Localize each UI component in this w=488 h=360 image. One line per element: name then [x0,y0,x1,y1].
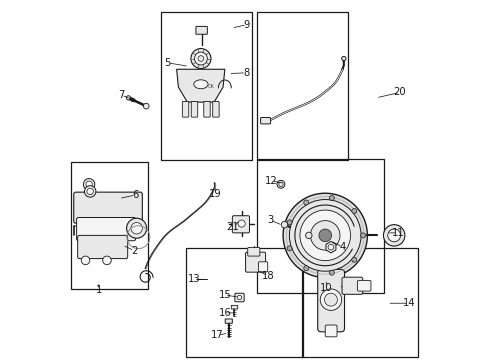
Text: 6: 6 [132,190,139,200]
Circle shape [320,289,341,310]
Circle shape [341,57,345,61]
FancyBboxPatch shape [357,280,370,291]
Circle shape [281,221,287,228]
FancyBboxPatch shape [325,325,336,337]
FancyBboxPatch shape [196,26,207,34]
Text: 9: 9 [244,19,250,30]
Text: 14: 14 [402,298,414,308]
Circle shape [327,244,333,250]
Circle shape [278,182,283,186]
Circle shape [318,229,331,242]
Text: 8: 8 [243,68,249,78]
Circle shape [328,195,334,201]
Bar [257,158,383,293]
FancyBboxPatch shape [247,248,259,256]
FancyBboxPatch shape [191,102,197,117]
Text: 4: 4 [339,242,345,252]
Circle shape [283,193,366,278]
Circle shape [86,181,92,188]
Text: OK: OK [207,84,214,89]
Circle shape [289,199,360,271]
Text: 13: 13 [187,274,200,284]
Circle shape [87,188,93,195]
Circle shape [360,233,365,238]
Ellipse shape [193,80,207,89]
Bar [160,12,251,160]
Circle shape [303,200,308,205]
Text: 19: 19 [208,189,221,199]
Text: 12: 12 [264,176,277,186]
Circle shape [238,220,244,227]
Text: 15: 15 [218,290,231,300]
Circle shape [83,179,95,190]
FancyBboxPatch shape [231,305,237,309]
Bar [301,248,417,357]
Polygon shape [176,69,224,102]
Circle shape [328,270,334,275]
Circle shape [126,218,146,238]
Circle shape [102,256,111,265]
Text: 18: 18 [261,271,273,281]
Text: 11: 11 [391,228,404,238]
Circle shape [84,186,96,197]
FancyBboxPatch shape [74,192,142,223]
FancyBboxPatch shape [317,269,344,332]
Text: 20: 20 [393,87,406,98]
Text: 2: 2 [131,246,138,256]
Circle shape [286,246,291,251]
Circle shape [143,103,149,109]
FancyBboxPatch shape [260,117,270,124]
FancyBboxPatch shape [212,102,219,117]
Circle shape [383,225,404,246]
Text: 1: 1 [95,285,102,295]
Circle shape [194,52,207,65]
FancyBboxPatch shape [77,217,135,241]
FancyBboxPatch shape [78,235,127,258]
Text: 7: 7 [118,90,124,100]
Circle shape [324,293,337,306]
Circle shape [387,229,400,242]
Text: 10: 10 [319,283,331,293]
FancyBboxPatch shape [234,293,244,302]
Circle shape [198,56,203,62]
FancyBboxPatch shape [245,252,265,272]
FancyBboxPatch shape [203,102,210,117]
Text: 5: 5 [164,58,170,68]
Circle shape [126,96,130,100]
FancyBboxPatch shape [225,319,232,323]
Circle shape [286,220,291,225]
Circle shape [351,257,356,262]
Circle shape [131,222,142,234]
Circle shape [237,296,241,300]
FancyBboxPatch shape [258,262,267,272]
Circle shape [81,256,90,265]
Circle shape [190,49,210,68]
Circle shape [310,221,339,250]
FancyBboxPatch shape [341,277,362,294]
Text: 3: 3 [266,215,273,225]
Text: 17: 17 [211,330,224,341]
Bar [71,162,148,289]
FancyBboxPatch shape [182,102,188,117]
Bar [257,12,347,160]
Circle shape [305,232,311,239]
Polygon shape [325,242,335,253]
Bar [185,248,303,357]
Circle shape [303,266,308,271]
Circle shape [276,180,285,188]
FancyBboxPatch shape [232,216,249,233]
Text: 21: 21 [226,222,239,232]
Circle shape [299,210,350,261]
Circle shape [351,208,356,213]
Text: 16: 16 [218,308,231,318]
